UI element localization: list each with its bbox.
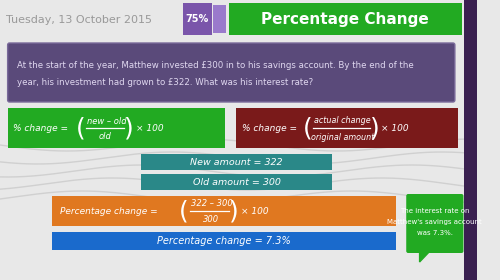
- Text: 300: 300: [203, 216, 219, 225]
- Bar: [52, 196, 396, 226]
- Bar: [141, 154, 332, 170]
- Text: ): ): [229, 199, 238, 223]
- Text: new – old: new – old: [87, 116, 126, 125]
- Text: (: (: [180, 199, 189, 223]
- Text: At the start of the year, Matthew invested £300 in to his savings account. By th: At the start of the year, Matthew invest…: [17, 60, 414, 69]
- Text: Percentage change = 7.3%: Percentage change = 7.3%: [157, 236, 291, 246]
- Text: (: (: [76, 116, 86, 140]
- Text: × 100: × 100: [136, 123, 164, 132]
- Text: year, his investment had grown to £322. What was his interest rate?: year, his investment had grown to £322. …: [17, 78, 314, 87]
- Text: Percentage change =: Percentage change =: [60, 207, 158, 216]
- Text: ): ): [370, 116, 380, 140]
- Text: original amount: original amount: [311, 132, 374, 141]
- Text: was 7.3%.: was 7.3%.: [417, 230, 453, 236]
- Bar: [464, 0, 477, 280]
- Text: 322 – 300: 322 – 300: [190, 199, 232, 209]
- Text: % change =: % change =: [242, 123, 297, 132]
- Text: (: (: [303, 116, 313, 140]
- Text: Tuesday, 13 October 2015: Tuesday, 13 October 2015: [6, 15, 152, 25]
- Bar: [52, 232, 396, 250]
- Text: Matthew's savings account: Matthew's savings account: [388, 219, 482, 225]
- Text: 75%: 75%: [186, 14, 209, 24]
- Bar: [236, 108, 458, 148]
- Polygon shape: [420, 252, 429, 262]
- FancyBboxPatch shape: [8, 43, 455, 102]
- Bar: [183, 3, 212, 35]
- Text: % change =: % change =: [14, 123, 68, 132]
- FancyBboxPatch shape: [406, 194, 464, 253]
- Text: The interest rate on: The interest rate on: [400, 208, 469, 214]
- Text: Old amount = 300: Old amount = 300: [192, 178, 280, 186]
- Bar: [8, 108, 225, 148]
- Text: × 100: × 100: [242, 207, 269, 216]
- Text: × 100: × 100: [382, 123, 409, 132]
- Text: old: old: [98, 132, 111, 141]
- Text: New amount = 322: New amount = 322: [190, 158, 282, 167]
- Text: Percentage Change: Percentage Change: [262, 11, 429, 27]
- Bar: [212, 5, 226, 33]
- Bar: [141, 174, 332, 190]
- Text: actual change: actual change: [314, 116, 370, 125]
- Text: ): ): [124, 116, 134, 140]
- Bar: [229, 3, 462, 35]
